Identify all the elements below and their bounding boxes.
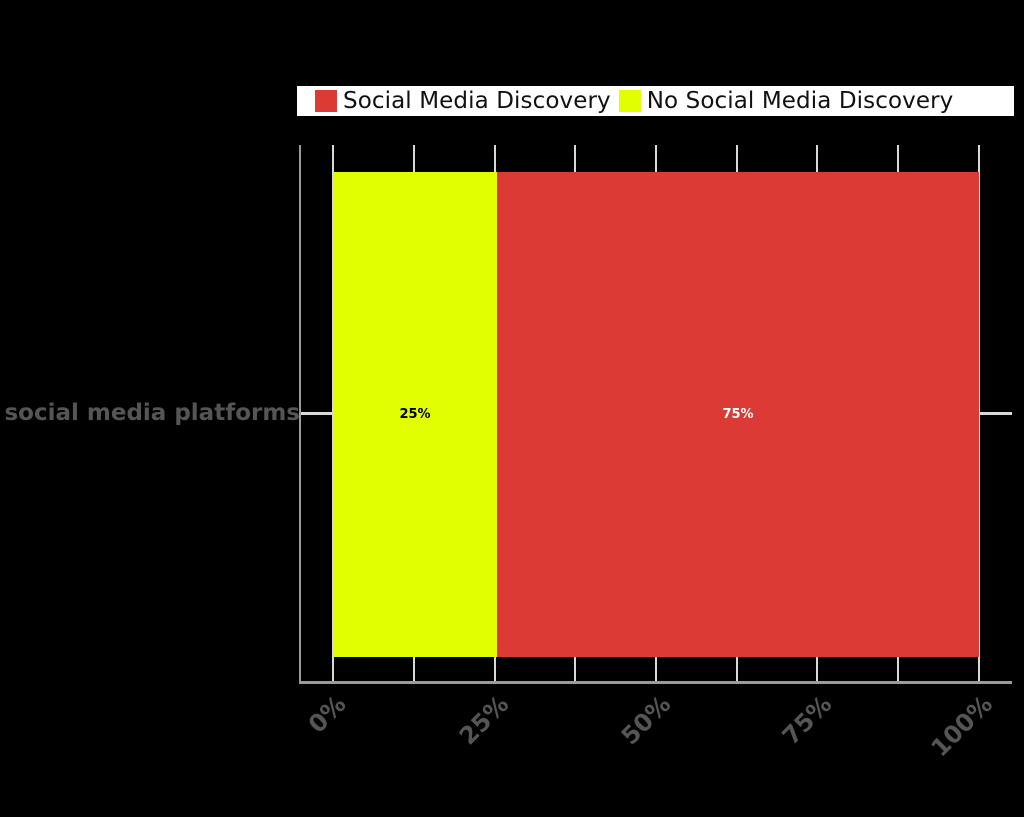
x-tick-label: 100% (925, 690, 998, 763)
legend-swatch-yellow (618, 90, 641, 112)
legend-item-social-media-discovery[interactable]: Social Media Discovery (315, 88, 611, 114)
legend-label: Social Media Discovery (343, 88, 611, 114)
x-tick-label: 75% (776, 690, 837, 751)
bar-value-label: 25% (399, 407, 431, 422)
bar-value-label: 75% (722, 407, 754, 422)
gridline (978, 145, 980, 681)
y-axis-line (299, 145, 301, 683)
x-tick-label: 0% (303, 690, 352, 739)
legend-item-no-social-media-discovery[interactable]: No Social Media Discovery (618, 88, 954, 114)
x-axis-line (299, 681, 1012, 684)
bar-social-media-discovery[interactable]: 75% (497, 172, 979, 657)
x-tick-label: 25% (453, 690, 514, 751)
legend-swatch-red (315, 90, 337, 112)
y-category-label: social media platforms (4, 400, 300, 426)
x-tick-label: 50% (615, 690, 676, 751)
bar-no-social-media-discovery[interactable]: 25% (333, 172, 497, 657)
legend: Social Media Discovery No Social Media D… (297, 86, 1014, 116)
legend-label: No Social Media Discovery (646, 88, 954, 114)
y-tick-line (300, 412, 332, 415)
y-tick-line-right (980, 412, 1012, 415)
